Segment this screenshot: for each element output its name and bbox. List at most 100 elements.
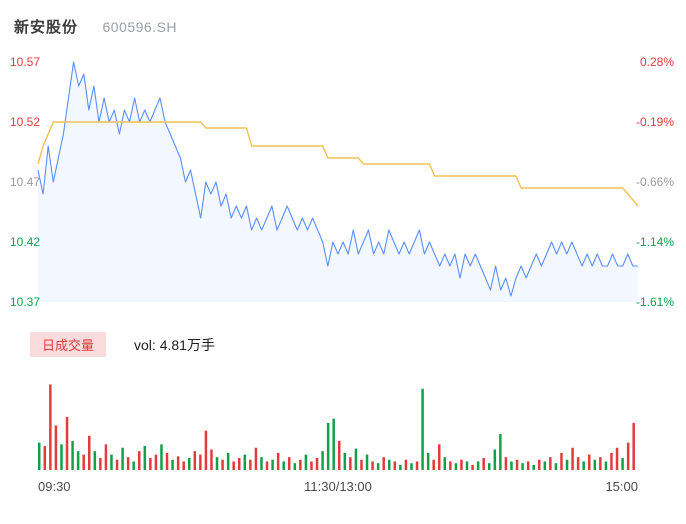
price-axis-left: 10.57 10.52 10.47 10.42 10.37 — [10, 55, 50, 309]
volume-bar — [432, 459, 435, 470]
volume-bar — [399, 464, 402, 470]
pct-axis-label: -0.19% — [635, 115, 674, 129]
volume-bar — [60, 444, 63, 470]
price-axis-label: 10.57 — [10, 55, 41, 69]
volume-bar — [476, 461, 480, 470]
volume-bar — [260, 457, 263, 470]
intraday-price-chart[interactable] — [37, 61, 639, 302]
price-line — [37, 61, 638, 297]
volume-bar — [88, 435, 91, 470]
volume-bar — [521, 463, 524, 470]
volume-bar — [343, 452, 347, 470]
volume-bar — [315, 458, 319, 470]
time-label: 15:00 — [605, 479, 638, 494]
volume-bar — [560, 452, 563, 470]
volume-bar — [132, 461, 135, 470]
volume-bar — [449, 461, 452, 470]
volume-bar — [271, 459, 274, 470]
volume-bar — [582, 461, 585, 470]
volume-bar — [410, 463, 413, 470]
volume-bar — [588, 454, 591, 470]
volume-bar — [199, 454, 202, 470]
avg-price-line — [37, 121, 639, 207]
volume-bar — [276, 452, 280, 470]
volume-bar — [610, 452, 613, 470]
volume-bar — [138, 451, 141, 470]
volume-bar — [482, 458, 485, 470]
volume-bar — [338, 440, 341, 470]
volume-bar — [465, 461, 469, 470]
volume-bar — [615, 447, 619, 470]
volume-bar — [371, 461, 374, 470]
volume-bar — [354, 448, 358, 470]
volume-bar — [54, 425, 58, 470]
volume-bar — [38, 442, 41, 470]
volume-bar — [460, 459, 463, 470]
volume-bar — [510, 461, 513, 470]
volume-bar — [415, 461, 419, 470]
volume-bar — [576, 457, 580, 470]
volume-bar — [571, 447, 574, 470]
pct-axis-label: -1.61% — [635, 295, 674, 309]
time-label: 09:30 — [38, 479, 71, 494]
volume-bar — [493, 449, 497, 470]
volume-value: vol: 4.81万手 — [134, 336, 215, 353]
volume-bar — [488, 463, 491, 470]
volume-bar — [76, 451, 80, 470]
volume-bar — [265, 461, 269, 470]
volume-bar — [376, 463, 380, 470]
volume-bar — [243, 454, 247, 470]
volume-bar — [321, 451, 324, 470]
volume-bar — [71, 440, 74, 470]
pct-axis-label: 0.28% — [639, 55, 674, 69]
volume-bar — [154, 454, 158, 470]
volume-bar — [499, 434, 502, 470]
volume-chart[interactable] — [38, 378, 638, 470]
volume-bar — [43, 446, 47, 470]
volume-bar — [404, 459, 408, 470]
volume-bar — [360, 459, 363, 470]
volume-legend-badge[interactable]: 日成交量 — [30, 332, 107, 357]
volume-bar — [382, 457, 385, 470]
volume-bar — [249, 459, 252, 470]
volume-bar — [49, 384, 52, 470]
volume-bar — [126, 457, 130, 470]
volume-bar — [421, 388, 424, 470]
header: 新安股份 600596.SH — [14, 16, 177, 37]
price-axis-label: 10.42 — [10, 235, 41, 249]
time-label: 11:30/13:00 — [304, 479, 372, 494]
volume-bar — [99, 458, 102, 470]
volume-bar — [215, 457, 219, 470]
volume-bar — [388, 459, 391, 470]
volume-bar — [221, 459, 224, 470]
price-axis-label: 10.37 — [10, 295, 41, 309]
volume-bar — [504, 457, 508, 470]
volume-bar — [254, 447, 258, 470]
volume-bar — [538, 459, 541, 470]
volume-bar — [632, 422, 635, 470]
stock-name: 新安股份 — [14, 19, 79, 36]
volume-bar — [226, 452, 230, 470]
volume-bar — [232, 461, 235, 470]
volume-bar — [110, 454, 113, 470]
price-axis-label: 10.47 — [10, 175, 41, 189]
volume-bar — [293, 463, 297, 470]
pct-axis-label: -0.66% — [635, 175, 674, 189]
price-area-fill — [38, 62, 638, 302]
volume-bar — [204, 430, 208, 470]
volume-bar — [593, 459, 597, 470]
volume-bar — [515, 459, 519, 470]
volume-bar — [554, 463, 558, 470]
volume-bar — [160, 444, 163, 470]
pct-axis-right: 0.28% -0.19% -0.66% -1.14% -1.61% — [624, 55, 674, 309]
volume-bar — [471, 464, 474, 470]
volume-bar — [543, 461, 547, 470]
volume-bar — [621, 458, 624, 470]
volume-bar — [143, 446, 147, 470]
volume-bar — [282, 461, 285, 470]
volume-bar — [104, 444, 108, 470]
volume-bar — [165, 452, 169, 470]
volume-bar — [626, 442, 630, 470]
stock-code: 600596.SH — [102, 19, 178, 35]
